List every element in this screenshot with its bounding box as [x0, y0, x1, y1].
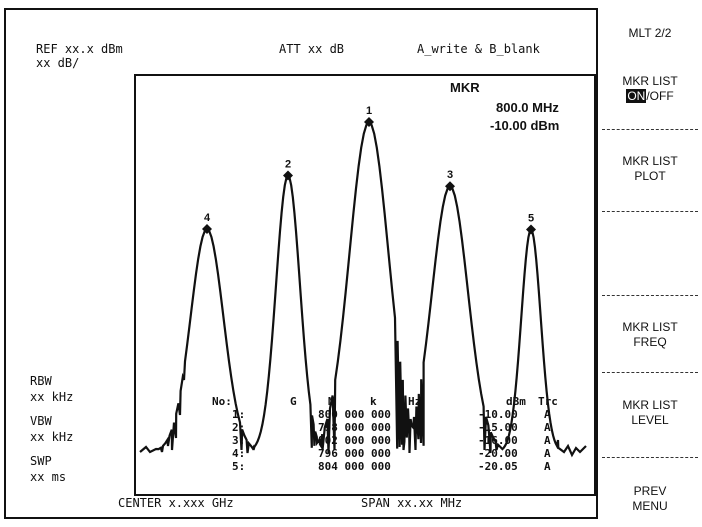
- softkey-separator: [602, 457, 698, 458]
- marker-number-label: 2: [285, 159, 291, 171]
- marker-diamond: [283, 170, 293, 181]
- marker-diamond: [445, 181, 455, 192]
- marker-diamond: [364, 117, 374, 127]
- blank-softkey[interactable]: [598, 228, 702, 288]
- mkr-list-plot-softkey[interactable]: MKR LIST PLOT: [598, 154, 702, 184]
- list-row-trc: A: [544, 434, 551, 447]
- mkr-list-freq-softkey[interactable]: MKR LIST FREQ: [598, 320, 702, 350]
- list-row-no: 2:: [232, 421, 246, 434]
- trace-mode-label: A_write & B_blank: [417, 42, 540, 56]
- prev-menu-softkey[interactable]: PREV MENU: [598, 484, 702, 514]
- sweep-time-label: SWP: [30, 454, 52, 468]
- list-row-freq: 802 000 000: [318, 434, 391, 447]
- list-row-trc: A: [544, 408, 551, 421]
- list-header-hz: Hz: [408, 395, 422, 408]
- softkey-label: MKR LIST: [622, 74, 678, 88]
- marker-diamond: [202, 224, 212, 234]
- spectrum-trace: [139, 120, 587, 458]
- list-row-level: -20.00: [478, 447, 518, 460]
- softkey-label: MENU: [632, 499, 668, 513]
- graticule-frame: [134, 74, 596, 496]
- list-header-dbm: dBm: [506, 395, 526, 408]
- list-row-level: -20.05: [478, 460, 518, 473]
- list-row-no: 1:: [232, 408, 246, 421]
- marker-number-label: 1: [366, 105, 372, 117]
- softkey-panel: MLT 2/2 MKR LIST ON/OFF MKR LIST PLOT MK…: [598, 8, 702, 519]
- softkey-label: MKR LIST: [622, 320, 678, 334]
- marker-number-label: 5: [528, 213, 534, 225]
- marker-group: 1 2 3 4 5: [202, 105, 536, 235]
- softkey-separator: [602, 372, 698, 373]
- list-row-freq: 800 000 000: [318, 408, 391, 421]
- softkey-state: ON/OFF: [598, 89, 702, 104]
- rbw-value: xx kHz: [30, 390, 74, 404]
- list-row-trc: A: [544, 447, 551, 460]
- off-state-label: /OFF: [646, 89, 674, 103]
- list-header-trc: Trc: [538, 395, 558, 408]
- center-frequency-label: CENTER x.xxx GHz: [118, 496, 234, 510]
- list-header-g: G: [290, 395, 297, 408]
- list-header-k: k: [370, 395, 377, 408]
- marker-number-label: 3: [447, 169, 453, 181]
- menu-title: MLT 2/2: [628, 26, 672, 40]
- list-header-no: No:: [212, 395, 232, 408]
- sweep-time-value: xx ms: [30, 470, 67, 484]
- softkey-separator: [602, 211, 698, 212]
- marker-number-label: 4: [204, 212, 211, 224]
- ref-level-label: REF xx.x dBm: [36, 42, 123, 56]
- softkey-label: MKR LIST: [622, 398, 678, 412]
- marker-label: MKR: [450, 80, 480, 95]
- scale-label: xx dB/: [36, 56, 80, 70]
- softkey-label: MKR LIST: [622, 154, 678, 168]
- softkey-label: LEVEL: [631, 413, 669, 427]
- softkey-label: PLOT: [634, 169, 666, 183]
- analyzer-screen: REF xx.x dBm xx dB/ ATT xx dB A_write & …: [4, 8, 598, 519]
- rbw-label: RBW: [30, 374, 52, 388]
- attenuation-label: ATT xx dB: [279, 42, 345, 56]
- list-row-freq: 804 000 000: [318, 460, 391, 473]
- list-row-trc: A: [544, 460, 551, 473]
- vbw-label: VBW: [30, 414, 52, 428]
- list-row-level: -15.00: [478, 421, 518, 434]
- list-header-m: M: [328, 395, 335, 408]
- list-row-freq: 798 000 000: [318, 421, 391, 434]
- list-row-no: 4:: [232, 447, 246, 460]
- list-row-level: -10.00: [478, 408, 518, 421]
- marker-level-readout: -10.00 dBm: [490, 118, 560, 133]
- list-row-trc: A: [544, 421, 551, 434]
- marker-frequency-readout: 800.0 MHz: [496, 100, 559, 115]
- list-row-level: -16.00: [478, 434, 518, 447]
- span-label: SPAN xx.xx MHz: [361, 496, 463, 510]
- softkey-separator: [602, 295, 698, 296]
- softkey-separator: [602, 129, 698, 130]
- softkey-label: FREQ: [633, 335, 667, 349]
- list-row-no: 5:: [232, 460, 246, 473]
- softkey-label: PREV: [633, 484, 667, 498]
- marker-diamond: [526, 224, 536, 235]
- on-state-highlight: ON: [626, 89, 647, 103]
- list-row-freq: 796 000 000: [318, 447, 391, 460]
- list-row-no: 3:: [232, 434, 246, 447]
- vbw-value: xx kHz: [30, 430, 74, 444]
- mkr-list-level-softkey[interactable]: MKR LIST LEVEL: [598, 398, 702, 428]
- mkr-list-on-off-softkey[interactable]: MKR LIST ON/OFF: [598, 74, 702, 104]
